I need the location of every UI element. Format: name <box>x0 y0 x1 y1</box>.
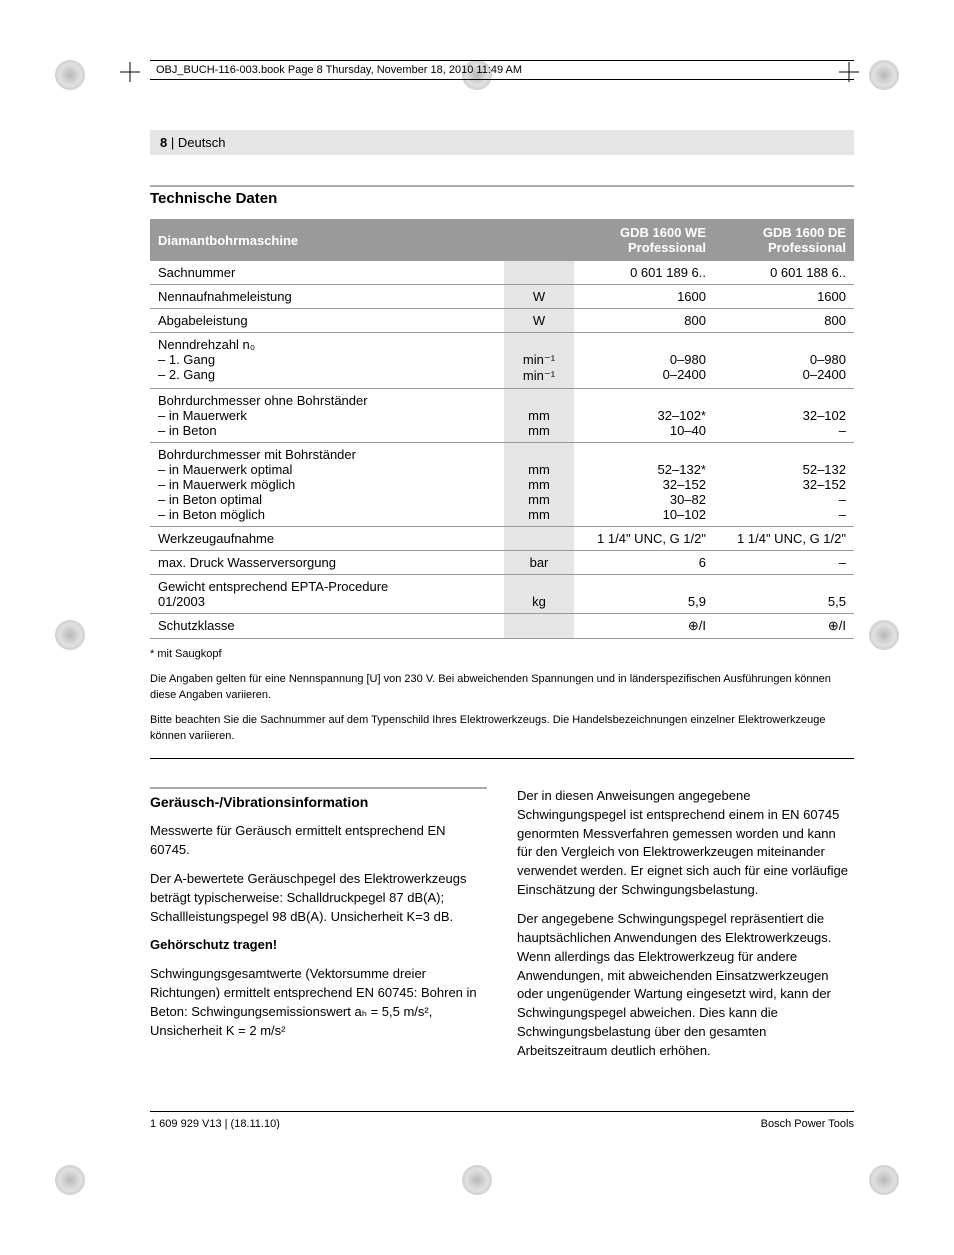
body-text-bold: Gehörschutz tragen! <box>150 936 487 955</box>
section-title-tech: Technische Daten <box>150 185 854 207</box>
table-row: Werkzeugaufnahme1 1/4" UNC, G 1/2"1 1/4"… <box>150 527 854 551</box>
page-header: 8 | Deutsch <box>150 130 854 155</box>
table-row: max. Druck Wasserversorgungbar6– <box>150 551 854 575</box>
table-row: Sachnummer0 601 189 6..0 601 188 6.. <box>150 261 854 285</box>
table-row: Schutzklasse⊕/I⊕/I <box>150 614 854 639</box>
page-footer: 1 609 929 V13 | (18.11.10) Bosch Power T… <box>150 1111 854 1130</box>
table-row: NennaufnahmeleistungW16001600 <box>150 285 854 309</box>
body-text: Der A-bewertete Geräuschpegel des Elektr… <box>150 870 487 927</box>
footnote: Die Angaben gelten für eine Nennspannung… <box>150 672 854 703</box>
body-text: Messwerte für Geräusch ermittelt entspre… <box>150 822 487 860</box>
table-header-model1: GDB 1600 WE Professional <box>574 219 714 261</box>
table-header-label: Diamantbohrmaschine <box>150 219 574 261</box>
separator <box>150 758 854 759</box>
footnote: * mit Saugkopf <box>150 647 854 662</box>
tech-data-table: Diamantbohrmaschine GDB 1600 WE Professi… <box>150 219 854 639</box>
table-row: Nenndrehzahl n₀– 1. Gang– 2. Gangmin⁻¹mi… <box>150 333 854 389</box>
footer-brand: Bosch Power Tools <box>761 1118 854 1130</box>
table-row: Gewicht entsprechend EPTA-Procedure01/20… <box>150 575 854 614</box>
book-metadata: OBJ_BUCH-116-003.book Page 8 Thursday, N… <box>150 60 854 80</box>
body-text: Der in diesen Anweisungen angegebene Sch… <box>517 787 854 900</box>
footer-doc-id: 1 609 929 V13 | (18.11.10) <box>150 1118 280 1130</box>
body-text: Der angegebene Schwingungspegel repräsen… <box>517 910 854 1061</box>
table-row: AbgabeleistungW800800 <box>150 309 854 333</box>
two-column-text: Geräusch-/Vibrationsinformation Messwert… <box>150 787 854 1071</box>
table-row: Bohrdurchmesser mit Bohrständer– in Maue… <box>150 443 854 527</box>
section-title-noise: Geräusch-/Vibrationsinformation <box>150 787 487 812</box>
table-header-model2: GDB 1600 DE Professional <box>714 219 854 261</box>
table-row: Bohrdurchmesser ohne Bohrständer– in Mau… <box>150 389 854 443</box>
footnote: Bitte beachten Sie die Sachnummer auf de… <box>150 713 854 744</box>
body-text: Schwingungsgesamtwerte (Vektorsumme drei… <box>150 965 487 1040</box>
